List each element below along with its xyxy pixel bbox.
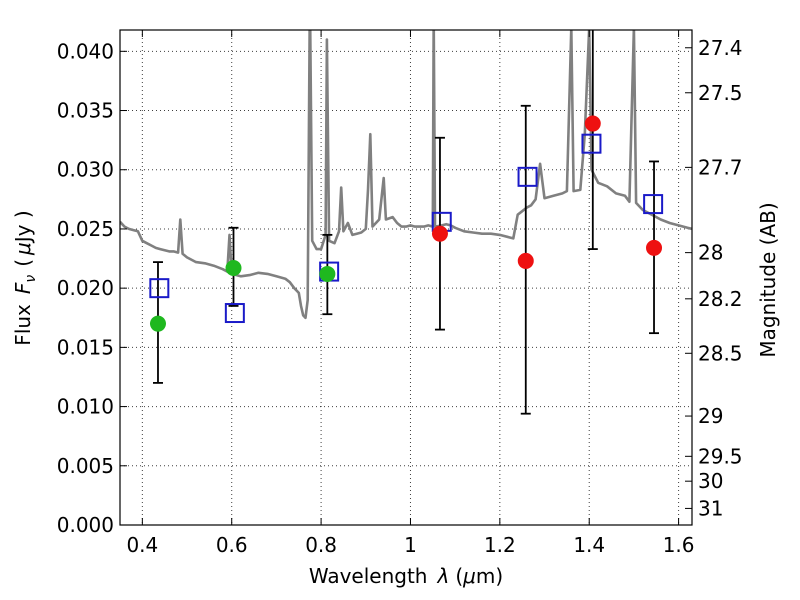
y2-tick-label: 28 [698,241,723,265]
x-tick-label: 0.6 [216,533,248,557]
y-tick-label: 0.020 [57,276,114,300]
y-tick-label: 0.010 [57,395,114,419]
model-photometry-box [517,166,538,187]
model-photometry-box [149,278,170,299]
x-tick-label: 1.6 [663,533,695,557]
plot-frame [119,29,693,526]
observed-flux-point [225,260,242,277]
y2-tick-label: 27.5 [698,81,743,105]
y-tick-label: 0.005 [57,454,114,478]
model-photometry-box [224,303,245,324]
series-layer [120,30,692,415]
y2-tick-label: 29.5 [698,444,743,468]
x-tick-label: 1 [404,533,417,557]
y-tick-label: 0.015 [57,335,114,359]
x-tick-label: 1.4 [573,533,605,557]
y-tick-label: 0.025 [57,217,114,241]
x-axis-label: Wavelength λ (μm) [309,564,503,588]
y-tick-label: 0.035 [57,99,114,123]
x-tick-label: 0.8 [305,533,337,557]
y2-tick-label: 31 [698,496,723,520]
observed-flux-point [584,115,601,132]
y-tick-label: 0.030 [57,158,114,182]
model-spectrum-line [120,30,692,320]
observed-flux-point [149,315,166,332]
y-axis-label: FluxFν(μJy ) [11,210,39,345]
model-photometry-box [643,194,664,215]
y-tick-label: 0.000 [57,513,114,537]
y-tick-label: 0.040 [57,39,114,63]
observed-flux-point [431,225,448,242]
ticks: 0.4 0.6 0.8 1 1.2 1.4 1.6 0.000 0.005 0.010 0.015 0… [57,30,743,557]
x-tick-label: 0.4 [126,533,158,557]
y2-tick-label: 28.5 [698,341,743,365]
y2-tick-label: 27.4 [698,36,743,60]
y2-tick-label: 30 [698,469,723,493]
y2-tick-label: 28.2 [698,287,743,311]
observed-flux-point [646,239,663,256]
observed-flux-point [319,265,336,282]
observed-flux-point [517,252,534,269]
y2-axis-label: Magnitude (AB) [756,202,780,357]
x-tick-label: 1.2 [484,533,516,557]
model-photometry-box [581,133,602,154]
y2-tick-label: 27.7 [698,155,743,179]
y2-tick-label: 29 [698,404,723,428]
